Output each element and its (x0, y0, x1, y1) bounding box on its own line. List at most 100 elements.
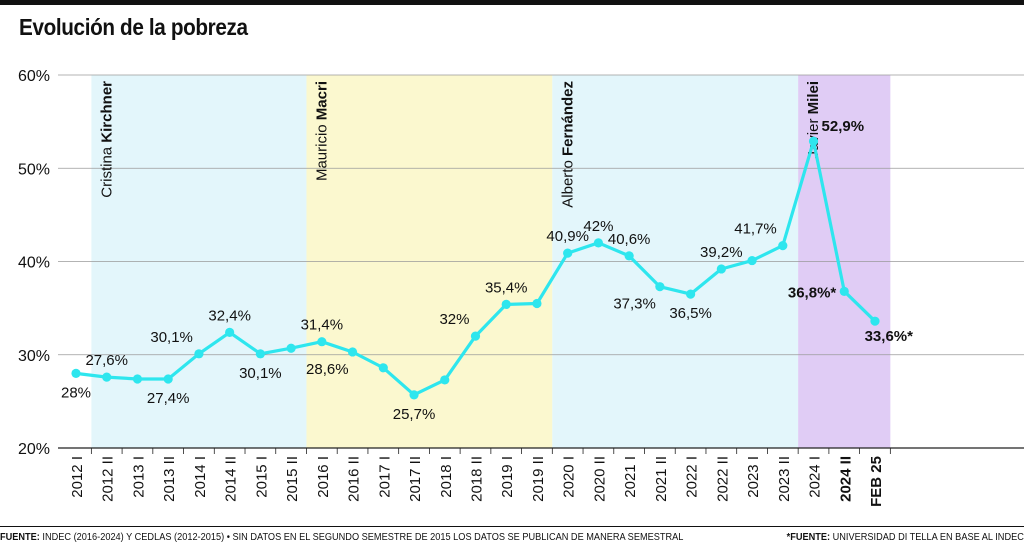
data-point (286, 343, 296, 353)
data-label: 31,4% (301, 317, 344, 334)
x-tick-label: 2012 I (69, 456, 86, 498)
footer-source-left: FUENTE: INDEC (2016-2024) Y CEDLAS (2012… (0, 527, 683, 549)
data-point (470, 331, 481, 341)
x-tick-label: 2021 II (653, 456, 670, 502)
x-tick-label: 2020 I (561, 456, 578, 498)
x-tick-label: 2017 I (376, 456, 393, 498)
data-label: 52,9% (822, 118, 865, 135)
period-last-name: Macri (313, 81, 330, 120)
x-tick-label: 2018 II (468, 456, 485, 502)
x-tick-label: 2015 I (253, 456, 270, 498)
data-label: 40,9% (546, 228, 589, 245)
data-point (163, 374, 173, 384)
data-label: 37,3% (613, 296, 656, 313)
period-label-milei: Javier Milei (805, 81, 822, 159)
data-label: 36,8%* (788, 284, 837, 301)
x-tick-label: 2023 I (745, 456, 762, 498)
x-tick-label: FEB 25 (868, 456, 885, 507)
gridlines (58, 74, 1024, 449)
x-tick-label: 2021 I (622, 456, 639, 498)
top-rule (0, 0, 1024, 5)
y-tick-label: 30% (18, 348, 50, 365)
period-last-name: Kirchner (98, 81, 115, 143)
period-labels: Cristina Kirchner Mauricio Macri Alberto F… (98, 81, 822, 208)
y-axis-ticks: 20% 30% 40% 50% 60% (18, 68, 50, 458)
data-point (317, 337, 327, 347)
x-tick-label: 2018 I (438, 456, 455, 498)
data-point (440, 375, 450, 385)
data-label: 40,6% (608, 231, 651, 248)
data-point (655, 282, 665, 292)
data-label: 42% (583, 218, 613, 235)
data-label: 30,1% (150, 329, 193, 346)
x-tick-label: 2016 I (315, 456, 332, 498)
x-tick-label: 2014 I (192, 456, 209, 498)
footer-right-text: UNIVERSIDAD DI TELLA EN BASE AL INDEC (832, 532, 1024, 543)
data-point (808, 136, 819, 146)
period-first-name: Alberto (559, 156, 576, 208)
x-tick-label: 2016 II (346, 456, 363, 502)
period-last-name: Fernández (559, 81, 576, 156)
data-point (225, 327, 235, 337)
period-label-kirchner: Cristina Kirchner (98, 81, 115, 198)
x-tick-label: 2015 II (284, 456, 301, 502)
y-tick-label: 60% (18, 68, 50, 85)
data-point (347, 347, 358, 357)
footer-source-right: *FUENTE: UNIVERSIDAD DI TELLA EN BASE AL… (787, 527, 1024, 549)
data-label: 27,4% (147, 390, 190, 407)
x-tick-label: 2013 II (161, 456, 178, 502)
x-tick-label: 2014 II (223, 456, 240, 502)
data-label: 30,1% (239, 365, 282, 382)
footer-left-label: FUENTE: (0, 532, 40, 543)
data-point (71, 368, 81, 378)
x-tick-label: 2024 II (837, 456, 854, 502)
x-tick-label: 2023 II (776, 456, 793, 502)
x-tick-label: 2022 I (684, 456, 701, 498)
data-label: 35,4% (485, 279, 528, 296)
data-label: 39,2% (700, 244, 743, 261)
x-tick-label: 2017 II (407, 456, 424, 502)
x-tick-label: 2019 II (530, 456, 547, 502)
data-point (501, 299, 511, 309)
data-label: 33,6%* (865, 328, 914, 345)
data-label: 27,6% (85, 352, 128, 369)
y-tick-label: 40% (18, 255, 50, 272)
data-label: 32,4% (208, 307, 251, 324)
data-point (532, 298, 542, 309)
x-tick-label: 2024 I (807, 456, 824, 498)
data-label: 36,5% (669, 305, 712, 322)
period-first-name: Cristina (98, 143, 115, 198)
data-point (778, 241, 788, 251)
period-first-name: Mauricio (313, 120, 330, 181)
data-point (378, 363, 388, 373)
data-point (839, 286, 849, 296)
data-point (686, 289, 696, 299)
data-label: 32% (439, 311, 469, 328)
data-label: 25,7% (393, 406, 436, 423)
data-point (870, 316, 880, 326)
data-point (409, 390, 419, 400)
y-tick-label: 20% (18, 441, 50, 458)
footer-left-text: INDEC (2016-2024) Y CEDLAS (2012-2015) •… (42, 532, 684, 543)
data-points (71, 136, 880, 400)
page-title: Evolución de la pobreza (19, 14, 248, 40)
x-tick-label: 2019 I (499, 456, 516, 498)
data-point (747, 255, 757, 266)
period-last-name: Milei (805, 81, 822, 114)
x-axis-ticks: 2012 I 2012 II 2013 I 2013 II 2014 I 2014 II 2… (69, 448, 891, 507)
x-tick-label: 2013 I (130, 456, 147, 498)
x-tick-label: 2012 II (100, 456, 117, 502)
data-label: 28% (61, 384, 91, 401)
data-point (624, 251, 634, 261)
data-point (593, 238, 604, 248)
period-first-name: Javier (805, 114, 822, 158)
data-point (563, 248, 573, 258)
x-tick-label: 2022 II (714, 456, 731, 502)
period-label-fernández: Alberto Fernández (559, 81, 576, 208)
footer-right-label: *FUENTE: (786, 532, 831, 543)
footer: FUENTE: INDEC (2016-2024) Y CEDLAS (2012… (0, 526, 1024, 549)
data-label: 41,7% (734, 221, 777, 238)
data-point (194, 349, 204, 359)
data-point (102, 372, 112, 382)
